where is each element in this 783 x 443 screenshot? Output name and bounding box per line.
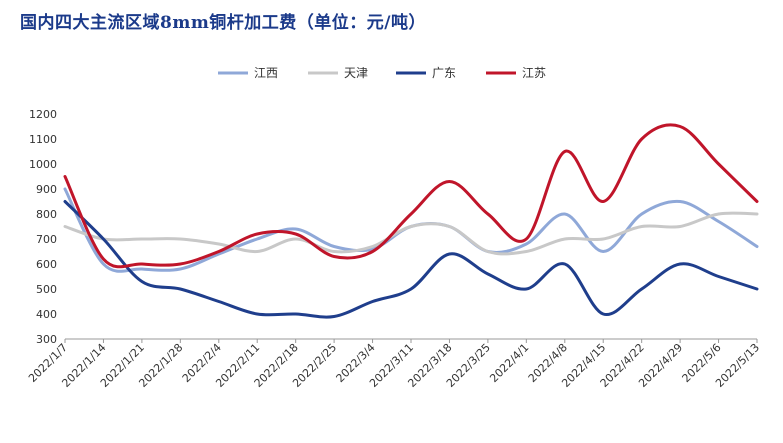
series-lines	[63, 123, 759, 319]
series-line-天津	[63, 211, 759, 256]
x-tick-label: 2022/4/1	[487, 341, 531, 385]
legend: 江西 天津 广东 江苏	[218, 66, 546, 80]
y-tick-label: 400	[36, 308, 57, 321]
chart-title: 国内四大主流区域8mm铜杆加工费（单位：元/吨）	[20, 13, 427, 33]
y-tick-label: 700	[36, 233, 57, 246]
y-axis: 1200 1100 1000 900 800 700 600 500 400 300	[29, 108, 57, 346]
legend-label: 江苏	[522, 66, 546, 80]
y-tick-label: 800	[36, 208, 57, 221]
series-line-江西	[63, 187, 759, 273]
legend-label: 广东	[432, 66, 456, 80]
y-tick-label: 1000	[29, 158, 57, 171]
y-tick-label: 600	[36, 258, 57, 271]
y-tick-label: 900	[36, 183, 57, 196]
y-tick-label: 300	[36, 333, 57, 346]
y-tick-label: 1100	[29, 133, 57, 146]
series-line-江苏	[63, 123, 759, 269]
x-axis: 2022/1/72022/1/142022/1/212022/1/282022/…	[26, 338, 762, 390]
legend-label: 天津	[344, 66, 368, 80]
y-tick-label: 500	[36, 283, 57, 296]
series-line-广东	[63, 200, 759, 319]
legend-label: 江西	[254, 66, 278, 80]
y-tick-label: 1200	[29, 108, 57, 121]
